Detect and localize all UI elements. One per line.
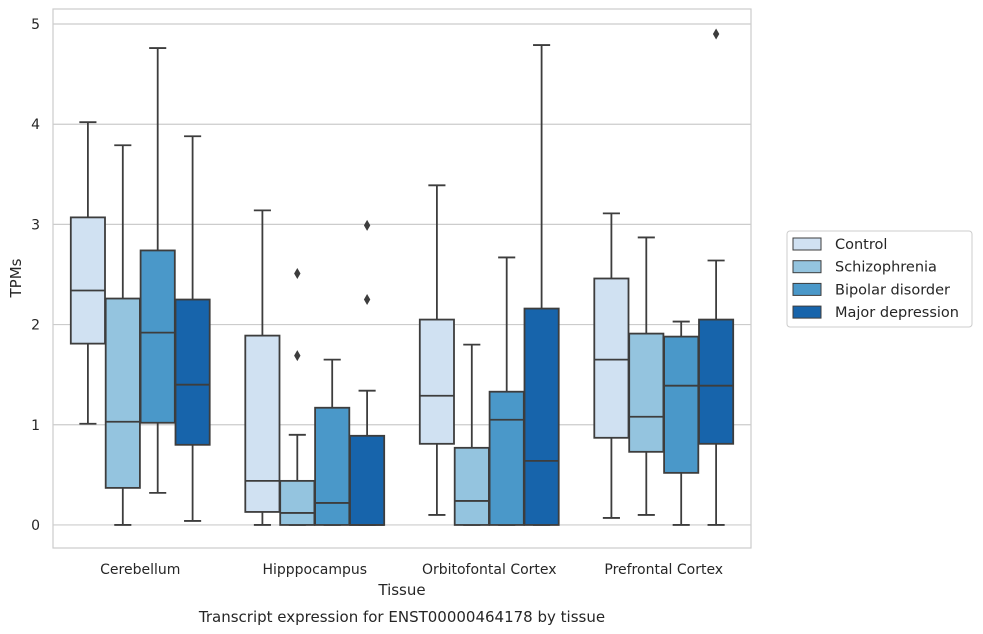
x-tick-label: Cerebellum	[100, 562, 180, 578]
y-tick-label: 4	[31, 117, 40, 133]
chart-caption: Transcript expression for ENST0000046417…	[198, 608, 605, 626]
box-body	[139, 249, 176, 424]
legend-swatch	[792, 305, 822, 319]
box-body	[104, 297, 141, 489]
series-bipolar-disorder	[139, 47, 700, 526]
x-tick-label: Hipppocampus	[262, 562, 367, 578]
box-mark	[628, 236, 665, 516]
legend-label: Schizophrenia	[835, 260, 937, 276]
box-mark	[244, 209, 281, 526]
box-mark	[523, 44, 560, 526]
box-mark	[453, 343, 490, 526]
outlier-point	[712, 28, 720, 40]
box-body	[523, 307, 560, 526]
plot-area-frame	[52, 8, 752, 549]
outlier-point	[363, 219, 371, 231]
legend-frame	[786, 230, 973, 328]
series-major-depression	[174, 28, 735, 526]
box-body	[279, 479, 316, 526]
box-mark	[314, 358, 351, 526]
box-body	[418, 318, 455, 445]
box-body	[69, 216, 106, 345]
box-body	[593, 277, 630, 439]
legend-swatch	[792, 237, 822, 251]
box-mark	[279, 267, 316, 526]
box-mark	[139, 47, 176, 494]
legend-swatch	[792, 260, 822, 274]
legend-label: Bipolar disorder	[835, 282, 950, 298]
box-body	[663, 335, 700, 474]
box-mark	[349, 219, 386, 526]
y-tick-label: 5	[31, 17, 40, 33]
x-axis-title: Tissue	[377, 581, 425, 599]
y-tick-label: 1	[31, 418, 40, 434]
box-mark	[488, 256, 525, 526]
box-series	[69, 28, 735, 526]
y-tick-label: 3	[31, 217, 40, 233]
box-body	[488, 390, 525, 526]
box-mark	[698, 28, 735, 526]
x-tick-label: Orbitofontal Cortex	[422, 562, 557, 578]
legend: Control Schizophrenia Bipolar disorder Majo…	[786, 230, 973, 328]
box-body	[244, 334, 281, 513]
series-control	[69, 121, 630, 526]
y-axis-title: TPMs	[7, 258, 25, 298]
outlier-point	[363, 294, 371, 306]
box-mark	[663, 320, 700, 526]
box-mark	[418, 184, 455, 516]
legend-label: Major depression	[835, 305, 959, 321]
box-body	[314, 406, 351, 526]
legend-label: Control	[835, 237, 887, 253]
outlier-point	[294, 267, 301, 279]
y-tick-label: 0	[31, 518, 40, 534]
y-tick-label: 2	[31, 318, 40, 334]
y-tick-labels: 0 1 2 3 4 5	[31, 17, 40, 534]
box-body	[453, 446, 490, 526]
box-body	[698, 318, 735, 445]
box-body	[174, 298, 211, 446]
box-mark	[174, 135, 211, 522]
box-body	[628, 332, 665, 453]
box-mark	[104, 144, 141, 526]
box-mark	[593, 212, 630, 519]
x-tick-labels: Cerebellum Hipppocampus Orbitofontal Corte…	[100, 562, 723, 578]
series-schizophrenia	[104, 144, 665, 526]
box-mark	[69, 121, 106, 425]
x-tick-label: Prefrontal Cortex	[604, 562, 723, 578]
legend-swatch	[792, 282, 822, 296]
box-body	[349, 434, 386, 526]
outlier-point	[294, 350, 301, 362]
